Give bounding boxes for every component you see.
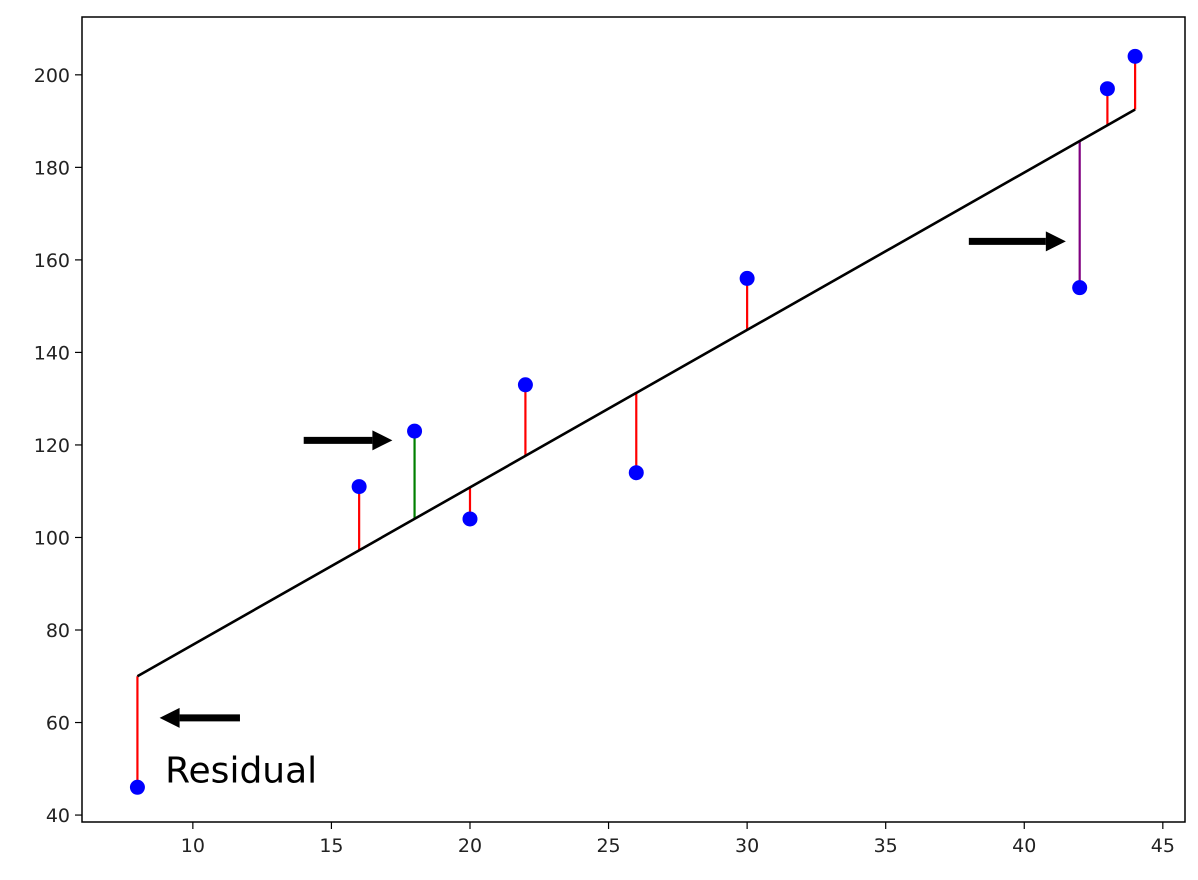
data-point: [628, 465, 644, 481]
x-axis: 10 15 20 25 30 35 40 45: [181, 822, 1175, 857]
data-point: [1072, 280, 1088, 296]
x-tick-label: 45: [1151, 835, 1175, 857]
data-point: [462, 511, 478, 527]
annotations: Residual: [165, 751, 317, 792]
residual-annotation: Residual: [165, 751, 317, 792]
y-tick-label: 40: [46, 805, 70, 827]
data-points: [129, 48, 1143, 795]
x-tick-label: 30: [735, 835, 759, 857]
residual-lines: [136, 56, 1137, 788]
data-point: [351, 479, 367, 495]
x-tick-label: 40: [1012, 835, 1036, 857]
y-tick-label: 140: [34, 342, 70, 364]
data-point: [739, 270, 755, 286]
arrow: [303, 430, 393, 451]
arrow-head: [159, 707, 180, 728]
y-tick-label: 100: [34, 527, 70, 549]
x-tick-label: 35: [874, 835, 898, 857]
axes-frame: [81, 16, 1186, 823]
data-point: [407, 423, 423, 439]
data-point: [517, 377, 533, 393]
arrow-head: [372, 430, 393, 451]
regression-line-group: [136, 108, 1136, 678]
y-tick-label: 160: [34, 250, 70, 272]
data-point: [129, 779, 145, 795]
arrow: [968, 231, 1066, 252]
y-tick-label: 60: [46, 713, 70, 735]
x-tick-label: 15: [319, 835, 343, 857]
y-tick-label: 80: [46, 620, 70, 642]
data-point: [1127, 48, 1143, 64]
y-tick-label: 180: [34, 157, 70, 179]
y-tick-label: 120: [34, 435, 70, 457]
arrow: [159, 707, 240, 728]
y-tick-label: 200: [34, 65, 70, 87]
y-axis: 40 60 80 100 120 140 160 180 200: [34, 65, 82, 827]
x-tick-label: 25: [596, 835, 620, 857]
arrows-group: [159, 231, 1066, 728]
x-tick-label: 10: [181, 835, 205, 857]
data-point: [1099, 81, 1115, 97]
x-tick-label: 20: [458, 835, 482, 857]
arrow-head: [1045, 231, 1066, 252]
regression-line: [136, 108, 1136, 678]
